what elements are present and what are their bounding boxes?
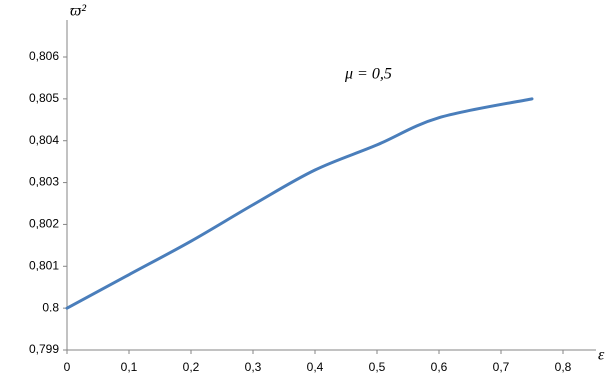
x-tick-label: 0,1 [121, 360, 138, 374]
y-tick-label: 0,806 [29, 49, 59, 63]
y-tick-label: 0,801 [29, 258, 59, 272]
x-tick-label: 0,2 [183, 360, 200, 374]
x-tick-label: 0,8 [555, 360, 572, 374]
y-tick-label: 0,804 [29, 133, 59, 147]
x-axis-label: ε [598, 347, 605, 364]
line-series [65, 97, 534, 310]
y-tick-label: 0.8 [42, 300, 59, 314]
x-tick-label: 0,7 [493, 360, 510, 374]
y-tick-label: 0,802 [29, 217, 59, 231]
x-tick-label: 0,6 [431, 360, 448, 374]
y-tick-label: 0,799 [29, 342, 59, 356]
annotation: μ = 0,5 [344, 66, 392, 83]
x-tick-label: 0,5 [369, 360, 386, 374]
y-tick-label: 0,805 [29, 91, 59, 105]
y-tick-label: 0,803 [29, 175, 59, 189]
x-tick-label: 0,3 [245, 360, 262, 374]
y-axis-label: ϖ² [70, 3, 87, 20]
x-tick-label: 0,4 [307, 360, 324, 374]
x-tick-label: 0 [64, 360, 71, 374]
